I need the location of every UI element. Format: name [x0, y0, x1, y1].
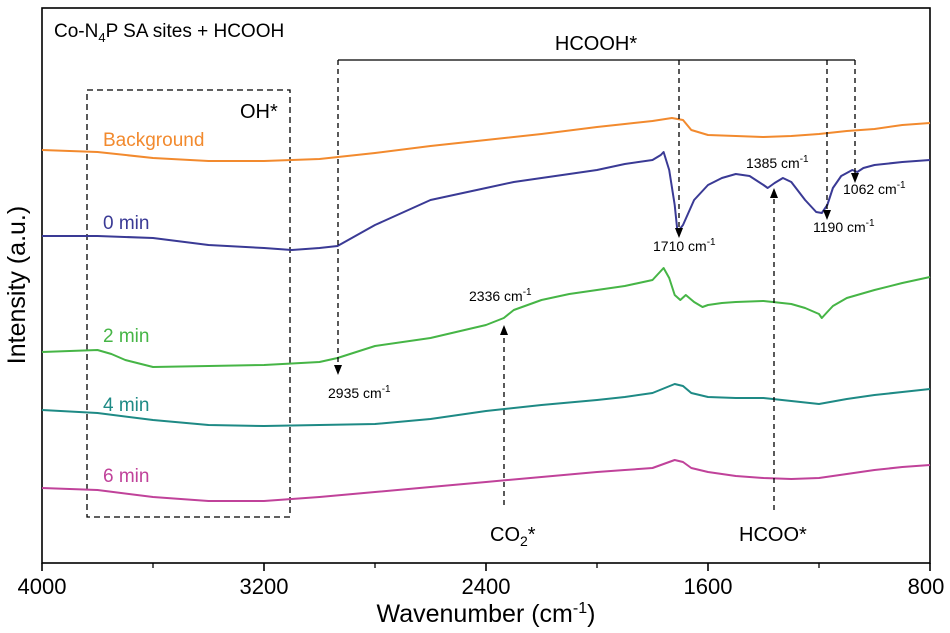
annotation-1710: 1710 cm-1 [653, 237, 716, 254]
chart-title-b: P SA sites + HCOOH [106, 21, 285, 42]
co2-label: CO2* [490, 524, 536, 549]
x-tick-label: 3200 [240, 574, 289, 599]
chart-title-sub: 4 [98, 30, 105, 45]
series-line-2-min [41, 267, 931, 368]
annotation-1385: 1385 cm-1 [746, 154, 809, 171]
chart-title-a: Co-N [54, 21, 98, 42]
annotation-2336: 2336 cm-1 [469, 287, 532, 304]
series-label-6min: 6 min [103, 466, 149, 487]
x-axis-title: Wavenumber (cm-1) [377, 600, 596, 628]
series-line-4-min [41, 383, 931, 427]
x-axis-ticks: 4000 3200 2400 1600 800 [18, 563, 945, 599]
chart-title: Co-N4P SA sites + HCOOH [54, 21, 284, 45]
x-tick-label: 800 [908, 574, 945, 599]
oh-label: OH* [240, 101, 278, 123]
series-label-2min: 2 min [103, 326, 149, 347]
hcooh-label: HCOOH* [555, 33, 637, 55]
x-tick-label: 2400 [462, 574, 511, 599]
series-label-4min: 4 min [103, 395, 149, 416]
series-group [41, 117, 931, 502]
x-tick-label: 1600 [684, 574, 733, 599]
series-line-0-min [42, 151, 931, 251]
series-line-background [41, 117, 931, 162]
y-axis-title: Intensity (a.u.) [3, 206, 31, 364]
annotation-1062: 1062 cm-1 [843, 180, 906, 197]
oh-region-box [86, 89, 291, 518]
series-label-0min: 0 min [103, 213, 149, 234]
annotation-1190: 1190 cm-1 [813, 218, 875, 235]
hcoo-label: HCOO* [739, 524, 807, 546]
annotation-2935: 2935 cm-1 [328, 384, 391, 401]
x-tick-label: 4000 [18, 574, 67, 599]
series-label-background: Background [103, 130, 204, 151]
series-line-6-min [41, 459, 931, 502]
